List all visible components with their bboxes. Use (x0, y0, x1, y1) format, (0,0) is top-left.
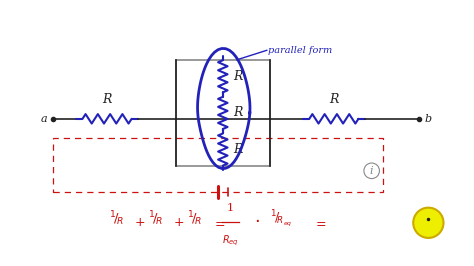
Text: $R_{eq}$: $R_{eq}$ (222, 233, 239, 248)
Text: i: i (370, 166, 374, 176)
Text: $^1\!/_{\!R}$: $^1\!/_{\!R}$ (148, 210, 163, 228)
Text: R: R (233, 106, 243, 119)
Text: a: a (40, 114, 47, 124)
Text: 1: 1 (227, 203, 234, 213)
Text: R: R (233, 70, 243, 83)
Text: $+$: $+$ (134, 216, 145, 229)
Text: $^1\!/_{\!R_{eq}}$: $^1\!/_{\!R_{eq}}$ (270, 209, 292, 229)
Text: parallel form: parallel form (268, 46, 332, 55)
Text: $=$: $=$ (313, 216, 326, 229)
Bar (175, 60, 270, 166)
Text: R: R (233, 143, 243, 156)
Text: R: R (102, 93, 112, 106)
Text: $^1\!/_{\!R}$: $^1\!/_{\!R}$ (109, 210, 124, 228)
Circle shape (413, 208, 444, 238)
Text: b: b (425, 114, 432, 124)
Text: $=$: $=$ (212, 216, 226, 229)
Text: $\cdot$: $\cdot$ (254, 211, 259, 229)
Text: $+$: $+$ (173, 216, 184, 229)
Text: $^1\!/_{\!R}$: $^1\!/_{\!R}$ (187, 210, 202, 228)
Bar (53, 138, 383, 192)
Text: R: R (329, 93, 338, 106)
